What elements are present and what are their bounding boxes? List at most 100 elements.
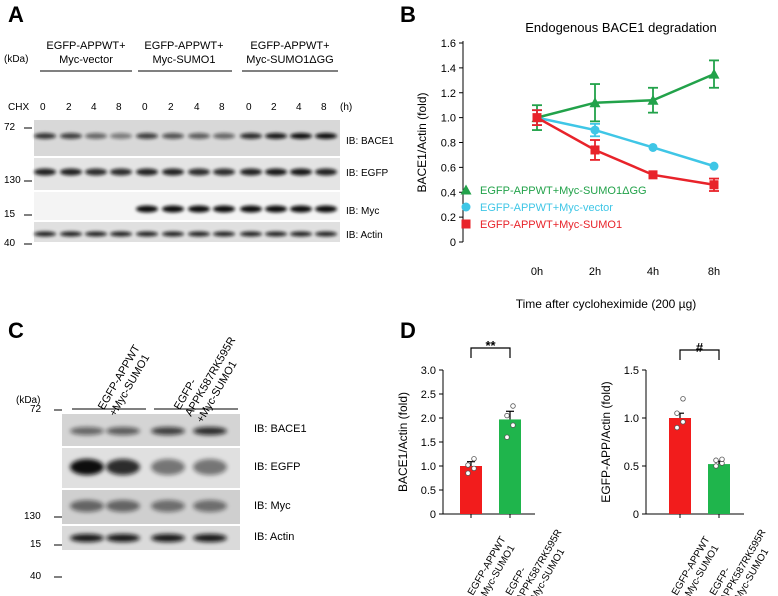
chart-d1-dot-0-0 xyxy=(465,470,471,476)
band-egfp-lane-6 xyxy=(188,168,210,176)
blot-label-actin-c: IB: Actin xyxy=(254,531,295,543)
band-myc-c-lane-2 xyxy=(151,500,185,512)
chart-d1-ytick-label: 0.5 xyxy=(421,485,436,497)
chart-b-ytick-label: 1.4 xyxy=(441,63,456,75)
chart-b-series-line-0 xyxy=(536,72,715,119)
blot-label-bace1-c: IB: BACE1 xyxy=(254,423,307,435)
chart-d1-ytick-label: 1.0 xyxy=(421,461,436,473)
band-egfp-lane-3 xyxy=(110,168,132,176)
band-myc-lane-5 xyxy=(162,205,184,213)
chart-b-point-2-3 xyxy=(709,180,719,190)
band-myc-c-lane-0 xyxy=(70,500,104,512)
band-actin-lane-4 xyxy=(136,231,158,237)
chart-d1-bar-1 xyxy=(499,419,521,514)
chart-d2-ytick-label: 0.5 xyxy=(624,461,639,473)
chart-d2-dot-0-1 xyxy=(680,419,686,425)
band-actin-lane-8 xyxy=(240,231,262,237)
blot-label-actin-a: IB: Actin xyxy=(346,230,383,241)
blot-actin-a xyxy=(34,222,340,242)
band-bace1-lane-5 xyxy=(162,133,184,139)
band-egfp-lane-5 xyxy=(162,168,184,176)
chart-b-point-0-2 xyxy=(647,94,659,105)
blot-egfp-a xyxy=(34,158,340,190)
chart-d1-dot-1-2 xyxy=(504,412,510,419)
chart-d1-dot-0-3 xyxy=(471,456,477,462)
band-myc-lane-7 xyxy=(213,205,235,213)
chart-d1-ytick-label: 1.5 xyxy=(421,437,436,449)
marker-15-a: 15 xyxy=(4,209,16,220)
chart-d1-sig-label: ** xyxy=(485,338,496,353)
chart-d1-dot-1-1 xyxy=(510,422,516,428)
chart-d2-dot-0-0 xyxy=(674,424,680,431)
band-myc-lane-9 xyxy=(265,205,287,213)
chart-d2-sig-bracket xyxy=(679,349,720,360)
time-label-4: 0 xyxy=(142,102,148,113)
panel-letter-d: D xyxy=(400,318,416,343)
cond-a2-line1: EGFP-APPWT+ xyxy=(144,40,224,52)
band-actin-lane-0 xyxy=(34,231,56,237)
band-egfp-lane-10 xyxy=(290,168,312,176)
band-myc-lane-6 xyxy=(188,205,210,213)
kda-label-c: (kDa) xyxy=(16,395,41,406)
band-myc-c-lane-3 xyxy=(193,500,227,512)
time-label-6: 4 xyxy=(194,102,200,113)
band-bace1-lane-6 xyxy=(188,133,210,139)
marker-40-c: 40 xyxy=(30,571,42,582)
band-actin-lane-7 xyxy=(213,231,235,237)
time-label-5: 2 xyxy=(168,102,174,113)
chart-d2-dot-1-0 xyxy=(713,463,719,469)
chart-b-ytick-label: 0.6 xyxy=(441,162,456,174)
chart-d2-dot-1-3 xyxy=(719,456,725,462)
band-egfp-lane-9 xyxy=(265,168,287,176)
band-myc-lane-10 xyxy=(290,205,312,213)
band-actin-lane-3 xyxy=(110,231,132,237)
band-egfp-lane-1 xyxy=(60,168,82,176)
chart-b-xtick-label: 4h xyxy=(647,266,659,278)
chart-d2-dot-0-2 xyxy=(674,410,680,416)
band-egfp-lane-0 xyxy=(34,168,56,176)
chart-d2-ytick-label: 0 xyxy=(633,509,639,521)
band-bace1-c-lane-0 xyxy=(70,427,104,435)
chart-d1-ytick-label: 2.5 xyxy=(421,389,436,401)
time-label-0: 0 xyxy=(40,102,46,113)
chart-d2-ylabel: EGFP-APP/Actin (fold) xyxy=(599,381,613,502)
band-actin-lane-5 xyxy=(162,231,184,237)
marker-130-c: 130 xyxy=(24,511,41,522)
cond-a3-line1: EGFP-APPWT+ xyxy=(250,40,330,52)
chart-d2-ytick-label: 1.0 xyxy=(624,413,639,425)
band-myc-lane-11 xyxy=(315,205,337,213)
band-bace1-lane-3 xyxy=(110,133,132,139)
chart-b-xtick-label: 2h xyxy=(589,266,601,278)
chart-b-point-1-2 xyxy=(648,142,658,152)
band-bace1-lane-10 xyxy=(290,133,312,139)
band-bace1-lane-9 xyxy=(265,133,287,139)
chart-b-legend-marker-0 xyxy=(460,184,472,195)
chart-d1-dot-0-2 xyxy=(465,462,471,468)
chart-d1-dot-1-3 xyxy=(510,403,516,409)
chart-b-legend-marker-2 xyxy=(461,219,471,229)
marker-130-a: 130 xyxy=(4,175,21,186)
chart-b-xtick-label: 8h xyxy=(708,266,720,278)
chart-b-title: Endogenous BACE1 degradation xyxy=(525,20,717,35)
band-egfp-c-lane-0 xyxy=(70,459,104,475)
chart-b-ytick-label: 1.6 xyxy=(441,38,456,50)
band-egfp-lane-8 xyxy=(240,168,262,176)
blot-label-myc-c: IB: Myc xyxy=(254,500,291,512)
band-egfp-c-lane-1 xyxy=(106,459,140,475)
chart-b-ytick-label: 0.8 xyxy=(441,138,456,150)
band-actin-c-lane-0 xyxy=(70,534,104,542)
band-bace1-lane-0 xyxy=(34,133,56,139)
chart-b-point-2-2 xyxy=(648,170,658,180)
time-label-8: 0 xyxy=(246,102,252,113)
panel-letter-c: C xyxy=(8,318,24,343)
band-actin-lane-6 xyxy=(188,231,210,237)
band-egfp-c-lane-2 xyxy=(151,459,185,475)
band-egfp-c-lane-3 xyxy=(193,459,227,475)
blot-myc-a xyxy=(34,192,340,220)
chart-b-ytick-label: 0.2 xyxy=(441,212,456,224)
chart-d2-bar-0 xyxy=(669,418,691,514)
band-actin-lane-11 xyxy=(315,231,337,237)
